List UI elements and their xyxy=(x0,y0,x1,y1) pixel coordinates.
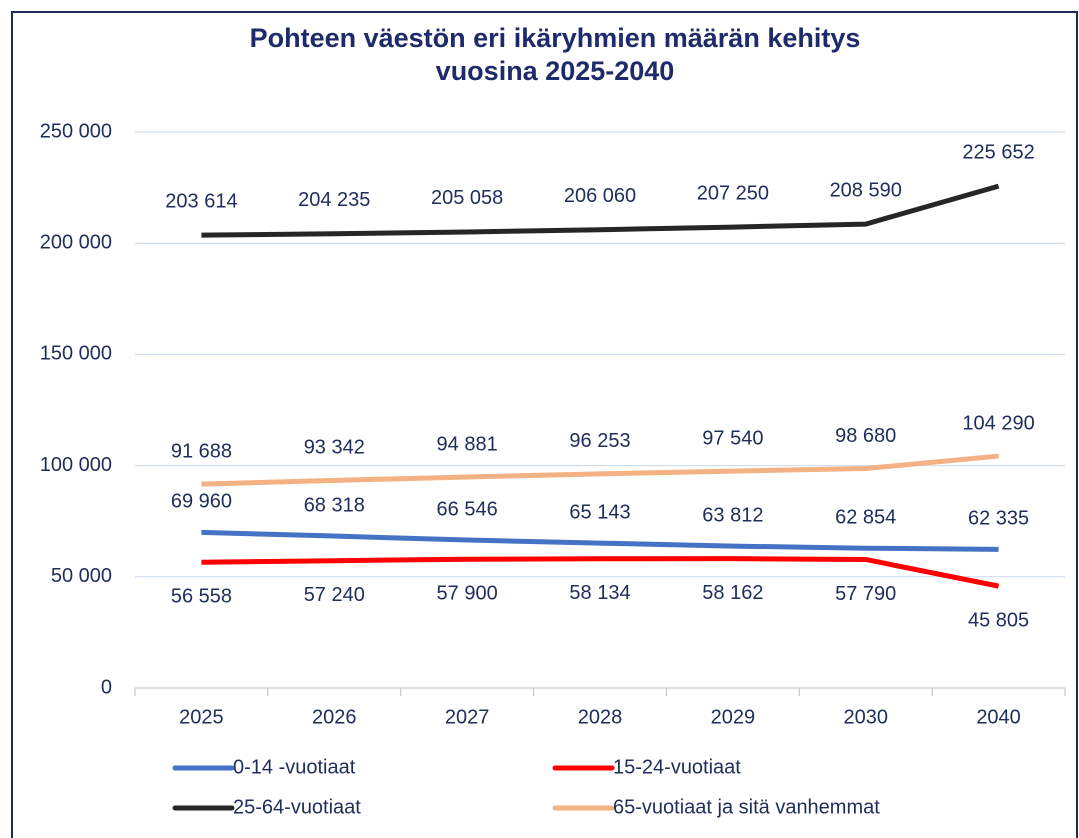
series-line xyxy=(201,183,1000,238)
legend-label: 0-14 -vuotiaat xyxy=(233,756,356,778)
data-label: 62 854 xyxy=(835,506,896,528)
x-tick-label: 2026 xyxy=(312,706,357,728)
y-tick-label: 200 000 xyxy=(40,231,112,253)
data-label: 57 240 xyxy=(304,584,365,606)
data-label: 58 134 xyxy=(569,582,630,604)
data-label: 65 143 xyxy=(569,501,630,523)
data-label: 97 540 xyxy=(702,427,763,449)
data-label: 58 162 xyxy=(702,582,763,604)
data-label: 45 805 xyxy=(968,609,1029,631)
data-label: 204 235 xyxy=(298,189,370,211)
data-label: 225 652 xyxy=(962,141,1034,163)
chart-title: vuosina 2025-2040 xyxy=(436,56,675,86)
data-label: 56 558 xyxy=(171,585,232,607)
y-tick-label: 0 xyxy=(101,676,112,698)
y-tick-label: 100 000 xyxy=(40,454,112,476)
x-tick-label: 2040 xyxy=(976,706,1021,728)
chart-title: Pohteen väestön eri ikäryhmien määrän ke… xyxy=(250,23,861,53)
x-tick-label: 2029 xyxy=(711,706,756,728)
series-line xyxy=(201,556,1000,589)
data-label: 69 960 xyxy=(171,491,232,513)
x-tick-label: 2027 xyxy=(445,706,490,728)
x-tick-label: 2025 xyxy=(179,706,224,728)
legend-label: 25-64-vuotiaat xyxy=(233,796,361,818)
data-label: 91 688 xyxy=(171,440,232,462)
series-line xyxy=(201,453,999,487)
y-tick-label: 50 000 xyxy=(51,565,112,587)
x-tick-label: 2028 xyxy=(578,706,623,728)
data-label: 94 881 xyxy=(437,433,498,455)
data-label: 66 546 xyxy=(437,498,498,520)
data-label: 68 318 xyxy=(304,494,365,516)
legend-label: 65-vuotiaat ja sitä vanhemmat xyxy=(613,796,880,818)
x-tick-label: 2030 xyxy=(843,706,888,728)
chart-frame xyxy=(11,11,1078,838)
data-label: 62 335 xyxy=(968,508,1029,530)
data-label: 63 812 xyxy=(702,504,763,526)
data-label: 104 290 xyxy=(962,412,1034,434)
data-label: 57 900 xyxy=(437,583,498,605)
data-label: 96 253 xyxy=(569,430,630,452)
data-label: 57 790 xyxy=(835,583,896,605)
data-label: 93 342 xyxy=(304,437,365,459)
series-line xyxy=(201,529,999,552)
data-label: 206 060 xyxy=(564,185,636,207)
y-tick-label: 150 000 xyxy=(40,343,112,365)
data-label: 207 250 xyxy=(697,182,769,204)
y-tick-label: 250 000 xyxy=(40,120,112,142)
data-label: 98 680 xyxy=(835,425,896,447)
legend-label: 15-24-vuotiaat xyxy=(613,756,741,778)
data-label: 205 058 xyxy=(431,187,503,209)
data-label: 208 590 xyxy=(830,179,902,201)
data-label: 203 614 xyxy=(165,190,237,212)
